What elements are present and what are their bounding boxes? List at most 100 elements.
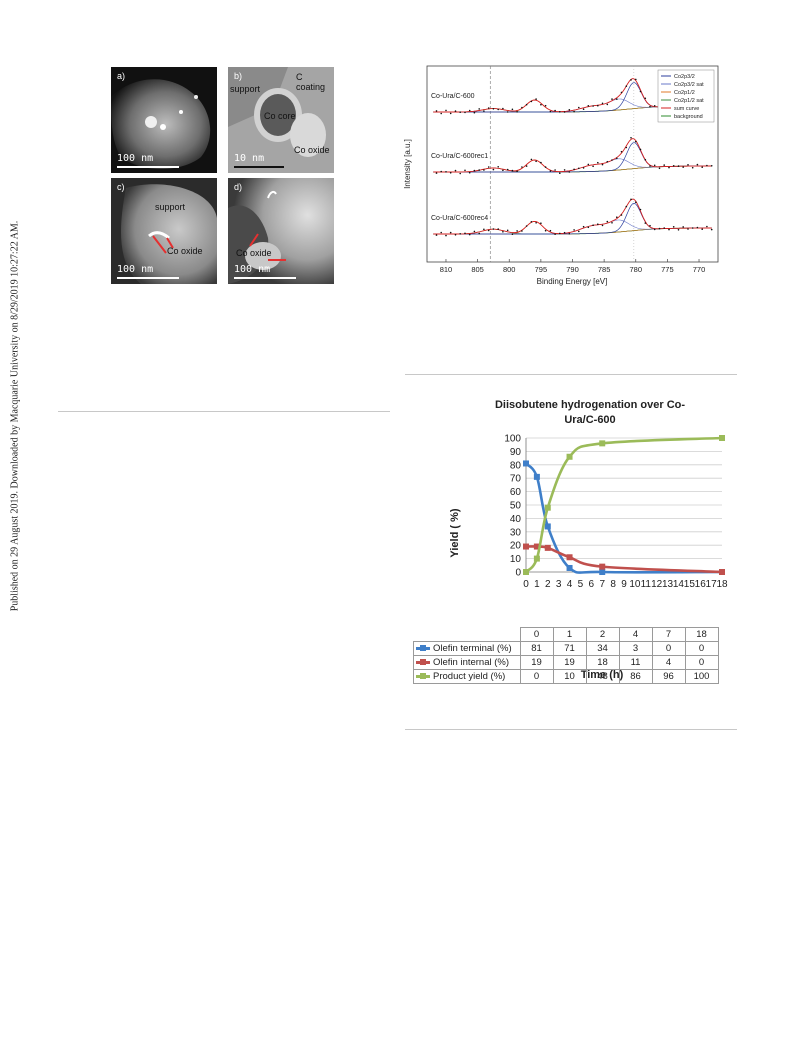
legend-label: Olefin internal (%) [433,657,510,668]
legend-olefin-terminal: Olefin terminal (%) [413,641,521,656]
xps-data-point [573,168,575,171]
legend-product-yield: Product yield (%) [413,669,521,684]
xps-data-point [473,111,476,114]
table-cell: 19 [519,655,554,670]
y-tick-label: 10 [510,554,522,565]
table-cell: 96 [651,669,686,684]
series-line-2 [524,436,723,573]
xps-data-point [478,169,480,171]
xps-data-point [478,232,480,235]
xps-data-point [525,225,528,227]
data-point [544,504,551,511]
xps-data-point [449,231,452,234]
xps-data-point [540,103,542,106]
xps-data-point [606,160,609,163]
y-tick-label: 70 [510,474,522,485]
xps-data-point [573,229,575,231]
xps-data-point [540,161,542,164]
xps-data-point [706,164,708,167]
xps-data-point [492,108,495,110]
table-row-product-yield: Product yield (%) 0 10 48 86 96 100 [413,669,719,684]
xps-data-point [620,214,623,216]
xps-data-point [649,105,651,108]
xps-data-point [464,111,466,114]
panel-label-b: b) [234,71,243,81]
xps-data-point [677,229,680,231]
x-tick-label: 3 [556,579,562,590]
xps-data-point [601,163,604,166]
table-cell: 3 [618,641,653,656]
data-point [719,569,725,575]
divider-right-bottom [405,729,737,730]
xps-x-tick-label: 770 [693,265,706,274]
xps-data-point [625,205,628,208]
xps-data-point [487,107,490,109]
data-point [544,523,551,530]
xps-data-point [616,98,618,100]
xps-data-point [582,167,585,169]
xps-data-point [653,164,656,167]
xps-data-point [672,165,675,167]
xps-data-point [592,224,594,226]
x-tick-label: 16 [695,579,707,590]
tem-image-c: c) support Co oxide 100 nm [111,178,217,284]
annotation-co-oxide-d: Co oxide [236,248,272,258]
table-cell: 71 [552,641,587,656]
series-line-0 [524,462,723,574]
x-tick-label: 7 [599,579,605,590]
table-cell: 11 [618,655,653,670]
xps-data-point [473,169,476,172]
table-header-cell: 18 [684,627,719,642]
table-cell: 0 [684,655,719,670]
xps-data-point [592,105,594,107]
xps-data-point [544,104,547,107]
x-tick-label: 4 [567,579,573,590]
xps-data-point [649,165,651,167]
xps-data-point [578,106,580,109]
publication-note: Published on 29 August 2019. Downloaded … [9,220,21,612]
xps-data-point [658,227,661,230]
legend-swatch-green [416,672,430,679]
data-table-header-row: 0 1 2 4 7 18 [413,627,719,642]
xps-legend-label: Co2p3/2 [674,74,695,80]
xps-x-tick-label: 785 [598,265,611,274]
xps-data-point [506,111,509,113]
xps-y-axis-label: Intensity [a.u.] [403,139,412,189]
annotation-c-coating: C coating [296,72,326,92]
xps-data-point [445,109,447,112]
x-tick-label: 1 [534,579,540,590]
divider-left [58,411,390,412]
data-point [566,564,573,571]
y-tick-label: 30 [510,527,522,538]
data-point [566,554,573,561]
xps-data-point [616,157,618,160]
y-tick-label: 60 [510,487,522,498]
xps-data-point [578,230,580,233]
x-tick-label: 5 [578,579,584,590]
tem-image-d: d) Co oxide 100 nm [228,178,334,284]
table-cell: 10 [552,669,587,684]
x-tick-label: 8 [610,579,616,590]
xps-data-point [625,85,628,87]
xps-data-point [644,158,647,161]
xps-data-point [696,226,699,229]
xps-data-point [464,169,466,172]
xps-data-point [454,234,457,236]
xps-data-point [549,170,552,172]
xps-data-point [435,234,438,236]
panel-label-d: d) [234,182,243,192]
y-tick-label: 50 [510,501,522,512]
xps-data-point [573,110,575,113]
scale-label-d: 100 nm [234,264,271,275]
xps-data-point [435,172,438,174]
xps-data-point [516,111,518,113]
annotation-co-oxide: Co oxide [294,145,330,155]
xps-data-point [568,232,571,235]
xps-data-point [559,172,561,174]
xps-data-point [468,171,471,174]
xps-data-point [601,224,604,227]
table-header-cell: 1 [552,627,587,642]
table-cell: 0 [519,669,554,684]
xps-data-point [554,169,556,171]
xps-data-point [653,105,656,107]
